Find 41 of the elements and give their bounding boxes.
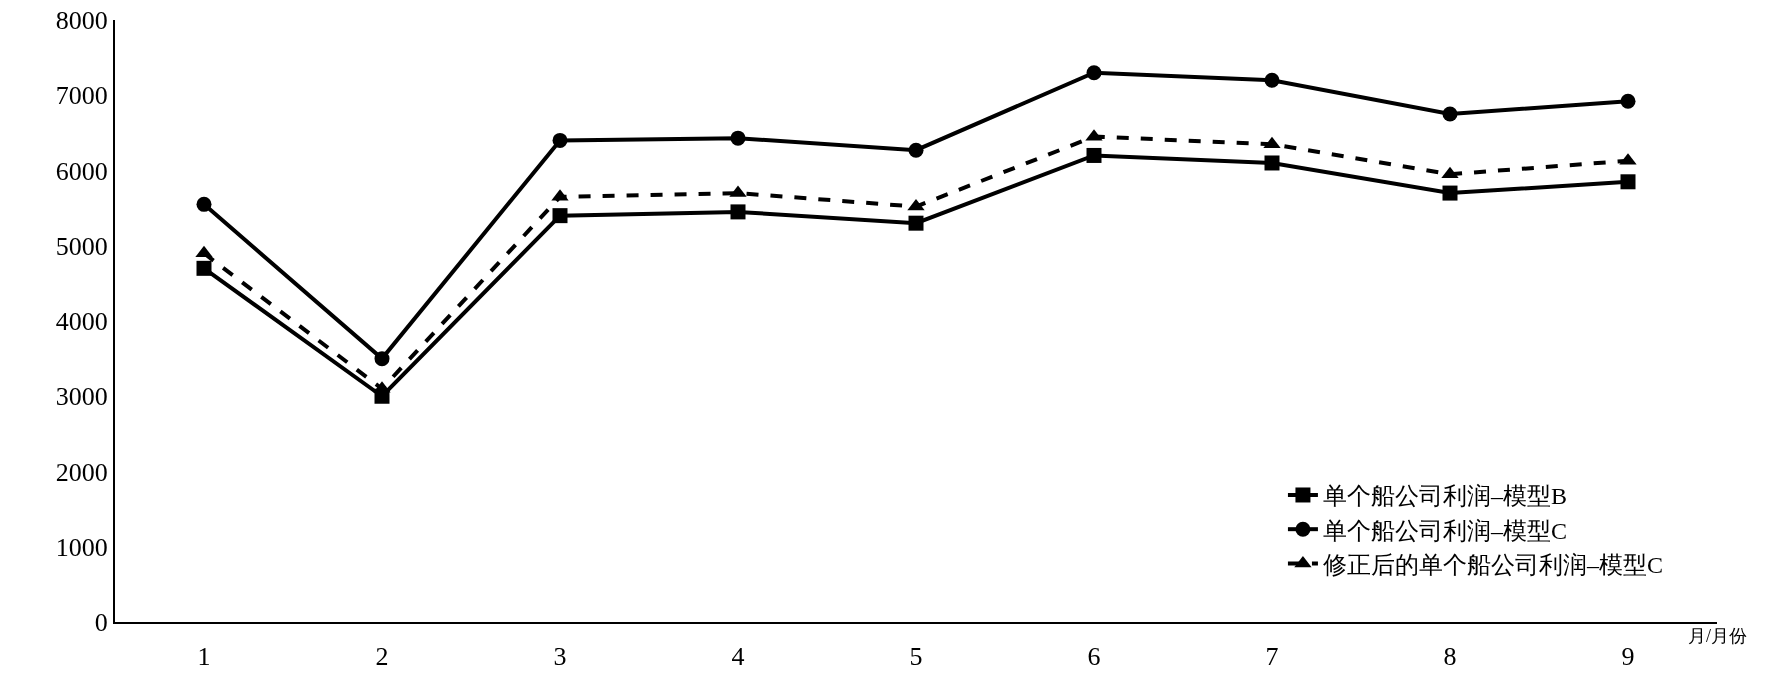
point bbox=[552, 208, 568, 224]
point bbox=[1620, 174, 1636, 190]
point bbox=[908, 142, 924, 158]
point bbox=[1442, 185, 1458, 201]
point bbox=[1441, 166, 1459, 179]
point bbox=[195, 245, 213, 258]
y-tick-label: 4000 bbox=[55, 307, 108, 337]
point bbox=[196, 196, 212, 212]
point bbox=[1086, 147, 1102, 163]
y-tick-label: 1000 bbox=[55, 532, 108, 562]
x-tick-label: 9 bbox=[1621, 642, 1635, 672]
point bbox=[552, 132, 568, 148]
x-tick-label: 2 bbox=[375, 642, 389, 672]
y-tick-label: 5000 bbox=[55, 231, 108, 261]
x-tick-label: 1 bbox=[197, 642, 211, 672]
y-tick-label: 0 bbox=[94, 608, 108, 638]
point bbox=[730, 204, 746, 220]
legend-label: 单个船公司利润–模型C bbox=[1322, 517, 1567, 544]
y-tick-label: 6000 bbox=[55, 156, 108, 186]
x-tick-label: 8 bbox=[1443, 642, 1457, 672]
point bbox=[908, 215, 924, 231]
x-tick-label: 6 bbox=[1087, 642, 1101, 672]
x-tick-label: 3 bbox=[553, 642, 567, 672]
point bbox=[1620, 93, 1636, 109]
point bbox=[1086, 65, 1102, 81]
legend-label: 单个船公司利润–模型B bbox=[1322, 483, 1567, 510]
point bbox=[1442, 106, 1458, 122]
x-tick-label: 4 bbox=[731, 642, 745, 672]
y-tick-label: 3000 bbox=[55, 382, 108, 412]
y-tick-label: 7000 bbox=[55, 81, 108, 111]
point bbox=[1264, 155, 1280, 171]
x-axis-title: 月/月份 bbox=[1688, 626, 1748, 646]
y-tick-label: 2000 bbox=[55, 457, 108, 487]
point bbox=[374, 351, 390, 367]
y-tick-label: 8000 bbox=[55, 6, 108, 36]
legend-label: 修正后的单个船公司利润–模型C bbox=[1322, 551, 1663, 578]
x-tick-label: 7 bbox=[1265, 642, 1279, 672]
x-tick-label: 5 bbox=[909, 642, 923, 672]
point bbox=[1264, 72, 1280, 88]
point bbox=[730, 130, 746, 146]
point bbox=[196, 260, 212, 276]
